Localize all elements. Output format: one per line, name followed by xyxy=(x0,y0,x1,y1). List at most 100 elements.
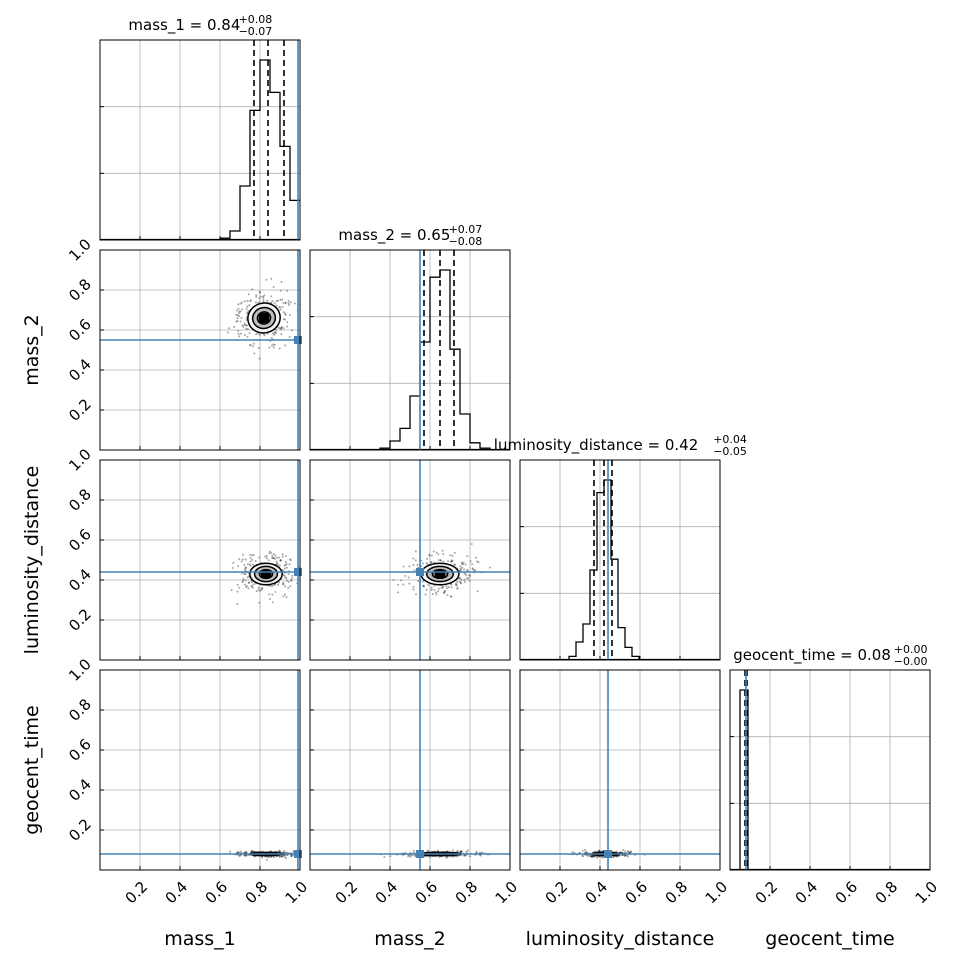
sample-point xyxy=(243,333,246,336)
x-tick-label: 0.4 xyxy=(792,878,822,908)
sample-point xyxy=(451,554,454,557)
sample-point xyxy=(241,308,244,311)
sample-point xyxy=(238,315,241,318)
sample-point xyxy=(621,849,624,852)
sample-point xyxy=(246,299,249,302)
sample-point xyxy=(287,302,290,305)
sample-point xyxy=(441,586,444,589)
sample-point xyxy=(404,574,407,577)
sample-point xyxy=(466,555,469,558)
sample-point xyxy=(290,329,293,332)
sample-point xyxy=(274,331,277,334)
sample-point xyxy=(283,574,286,577)
sample-point xyxy=(257,586,260,589)
sample-point xyxy=(239,302,242,305)
sample-point xyxy=(242,553,245,556)
sample-point xyxy=(236,851,239,854)
x-tick-label: 0.8 xyxy=(452,878,482,908)
sample-point xyxy=(279,289,282,292)
sample-point xyxy=(236,314,239,317)
sample-point xyxy=(443,592,446,595)
x-tick-label: 0.8 xyxy=(242,878,272,908)
sample-point xyxy=(461,562,464,565)
sample-point xyxy=(590,855,593,858)
sample-point xyxy=(280,280,283,283)
sample-point xyxy=(284,564,287,567)
truth-marker xyxy=(416,850,424,858)
sample-point xyxy=(273,583,276,586)
sample-point xyxy=(271,300,274,303)
sample-point xyxy=(251,554,254,557)
sample-point xyxy=(252,583,255,586)
sample-point xyxy=(462,561,465,564)
sample-point xyxy=(270,295,273,298)
sample-point xyxy=(236,851,239,854)
sample-point xyxy=(237,332,240,335)
hist-panel-mass_1 xyxy=(99,39,301,241)
sample-point xyxy=(235,320,238,323)
sample-point xyxy=(274,590,277,593)
sample-point xyxy=(303,315,305,317)
sample-point xyxy=(472,568,475,571)
sample-point xyxy=(479,854,482,857)
sample-point xyxy=(273,302,276,305)
sample-point xyxy=(246,305,249,308)
sample-point xyxy=(258,301,261,304)
sample-point xyxy=(284,312,287,315)
sample-point xyxy=(289,301,292,304)
panel-frame xyxy=(729,669,931,871)
sample-point xyxy=(283,564,286,567)
sample-point xyxy=(443,591,446,594)
sample-point xyxy=(451,855,454,858)
sample-point xyxy=(442,553,445,556)
sample-point xyxy=(592,855,595,858)
sample-point xyxy=(421,562,424,565)
sample-point xyxy=(581,850,584,853)
sample-point xyxy=(257,347,260,350)
sample-point xyxy=(435,593,438,596)
sample-point xyxy=(268,593,271,596)
sample-point xyxy=(460,850,463,853)
sample-point xyxy=(399,579,402,582)
sample-point xyxy=(285,566,288,569)
sample-point xyxy=(241,579,244,582)
sample-point xyxy=(615,850,618,853)
sample-point xyxy=(433,588,436,591)
sample-point xyxy=(272,332,275,335)
x-tick-label: 1.0 xyxy=(282,878,312,908)
sample-point xyxy=(437,587,440,590)
sample-point xyxy=(425,588,428,591)
sample-point xyxy=(271,554,274,557)
sample-point xyxy=(248,331,251,334)
sample-point xyxy=(284,554,287,557)
sample-point xyxy=(244,851,247,854)
sample-point xyxy=(243,573,246,576)
sample-point xyxy=(303,320,305,322)
hist-step-mass_2 xyxy=(379,269,491,450)
sample-point xyxy=(258,291,261,294)
sample-point xyxy=(268,856,271,859)
y-tick-label: 1.0 xyxy=(65,445,95,475)
sample-point xyxy=(612,856,615,859)
sample-point xyxy=(437,559,440,562)
truth-marker xyxy=(294,568,302,576)
sample-point xyxy=(436,850,439,853)
sample-point xyxy=(414,550,417,553)
x-axis-label-luminosity_distance: luminosity_distance xyxy=(526,928,715,950)
sample-point xyxy=(247,581,250,584)
sample-point xyxy=(430,554,433,557)
sample-point xyxy=(447,560,450,563)
density-group xyxy=(230,550,300,606)
sample-point xyxy=(255,333,258,336)
sample-point xyxy=(412,564,415,567)
sample-point xyxy=(624,854,627,857)
title-main: luminosity_distance = 0.42 xyxy=(494,436,698,455)
sample-point xyxy=(460,569,463,572)
sample-point xyxy=(598,849,601,852)
sample-point xyxy=(268,346,271,349)
sample-point xyxy=(230,589,233,592)
sample-point xyxy=(477,561,480,564)
sample-point xyxy=(241,558,244,561)
sample-point xyxy=(465,577,468,580)
